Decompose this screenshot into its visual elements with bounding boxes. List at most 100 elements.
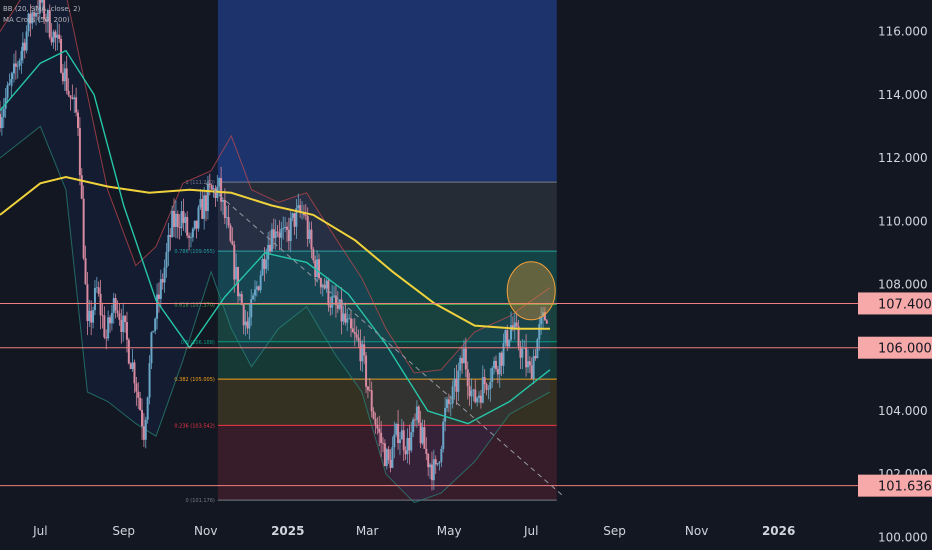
y-tick-label-2: 112.000 [878, 151, 928, 165]
candle-body [165, 251, 168, 268]
candle-body [142, 426, 145, 440]
candle-body [483, 377, 486, 385]
candle-body [470, 390, 473, 397]
candle-body [189, 237, 192, 239]
annotations [205, 182, 564, 497]
candle-body [510, 325, 513, 340]
candle-body [436, 463, 439, 465]
candle-body [340, 299, 343, 322]
candle-body [410, 432, 413, 451]
candle-body [156, 294, 159, 319]
ma50-line [0, 49, 551, 425]
candle-body [265, 259, 268, 269]
candle-body [41, 0, 44, 3]
candle-body [110, 312, 113, 324]
fib-bands [217, 0, 557, 501]
candle-body [414, 419, 417, 421]
bb-legend[interactable]: BB (20, SMA, close, 2) [3, 5, 81, 13]
candle-body [415, 406, 418, 420]
highlight-circle [506, 261, 556, 321]
candle-body [135, 383, 138, 392]
candle-body [214, 188, 217, 199]
candle-body [48, 10, 51, 38]
ma200-line [0, 175, 550, 330]
candle-body [346, 318, 349, 323]
candle-body [361, 344, 364, 362]
candle-body [31, 12, 34, 24]
candle-body [206, 183, 209, 211]
x-tick-label-9: 2026 [762, 524, 795, 538]
candle-body [479, 395, 482, 403]
candle-body [69, 95, 72, 98]
candle-body [543, 312, 546, 321]
ma-cross-legend[interactable]: MA Cross (50, 200) [3, 16, 70, 24]
candle-body [182, 211, 185, 223]
candle-body [225, 217, 228, 219]
indicator-legend: BB (20, SMA, close, 2) MA Cross (50, 200… [3, 4, 80, 26]
candle-body [449, 403, 452, 405]
candle-body [402, 430, 405, 451]
x-tick-label-8: Nov [685, 524, 708, 538]
candle-body [530, 365, 533, 379]
candle-body [382, 442, 385, 444]
candle-body [472, 389, 475, 391]
candle-body [29, 13, 32, 24]
candle-body [511, 325, 514, 330]
fib-zone-4 [217, 379, 557, 426]
candle-body [425, 448, 428, 454]
candle-body [299, 205, 302, 213]
candle-body [295, 207, 298, 227]
candle-body [383, 443, 386, 467]
candle-body [101, 315, 104, 316]
candle-body [38, 0, 41, 14]
candle-body [327, 280, 330, 306]
candle-body [380, 432, 383, 443]
time-axis-background [0, 520, 858, 550]
candle-body [46, 10, 49, 22]
candle-body [282, 227, 285, 229]
candle-body [133, 362, 136, 384]
fib-zone-1 [217, 251, 557, 305]
horizontal-levels [0, 302, 858, 487]
candle-body [334, 295, 337, 305]
fib-label-5: 0.236 (103.542) [174, 423, 215, 429]
x-tick-label-4: Mar [356, 524, 379, 538]
candle-body [500, 352, 503, 366]
fib-label-0: 1 (111.240) [186, 180, 215, 186]
candle-body [540, 316, 543, 325]
candle-body [16, 65, 19, 67]
candle-body [398, 439, 401, 444]
candle-body [124, 315, 127, 323]
candle-body [333, 295, 336, 297]
candle-body [442, 421, 445, 449]
candle-body [545, 320, 548, 324]
fib-zone-top [217, 0, 557, 183]
candle-body [14, 63, 17, 67]
candle-body [242, 304, 245, 326]
candle-body [118, 313, 121, 320]
candle-body [474, 389, 477, 403]
candle-body [438, 461, 441, 464]
candle-body [489, 381, 492, 390]
candle-body [235, 267, 238, 280]
candle-body [267, 244, 270, 260]
candle-body [148, 363, 151, 398]
bb-lower-line [0, 125, 551, 504]
candle-body [163, 267, 166, 283]
candle-body [114, 298, 117, 311]
fib-zone-0 [217, 182, 557, 252]
candle-body [12, 63, 15, 74]
candle-body [461, 357, 464, 364]
candle-body [351, 328, 354, 333]
candle-body [129, 363, 132, 369]
x-tick-label-5: May [437, 524, 462, 538]
fib-label-6: 0 (101.176) [186, 498, 215, 504]
candle-body [451, 386, 454, 404]
candle-body [317, 259, 320, 279]
candle-body [508, 339, 511, 347]
candle-body [466, 369, 469, 387]
candle-body [127, 339, 130, 364]
candle-body [434, 459, 437, 465]
candle-body [90, 310, 93, 323]
